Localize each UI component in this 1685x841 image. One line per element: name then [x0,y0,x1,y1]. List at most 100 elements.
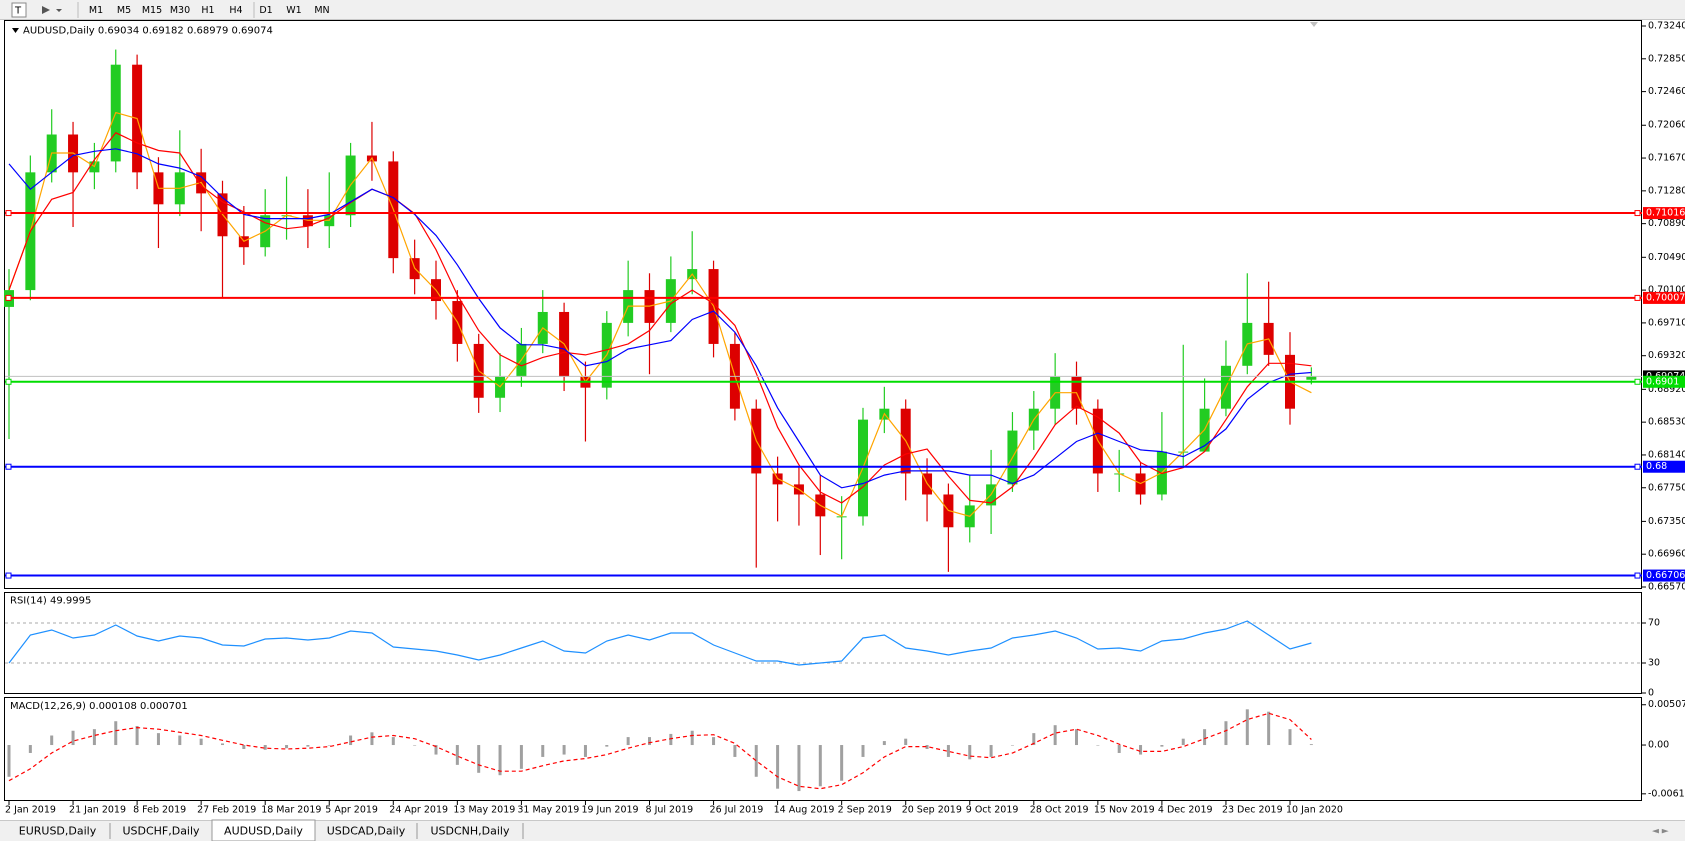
macd-bar [925,745,929,749]
level-price-label: 0.6901 [1646,376,1679,387]
x-tick-label: 31 May 2019 [517,805,579,816]
level-price-label: 0.70007 [1646,292,1685,303]
text-tool-button[interactable] [11,2,27,18]
macd-bar [1117,745,1121,753]
macd-bar [690,730,694,746]
x-tick-label: 2 Jan 2019 [5,805,56,816]
level-handle[interactable] [5,210,12,217]
y-tick-label: 0.72460 [1648,86,1685,97]
macd-bar [434,745,438,755]
timeframe-button[interactable]: M5 [117,5,131,16]
macd-bar [733,745,737,757]
macd-bar [1053,725,1057,746]
macd-bar [904,738,908,746]
level-price-label: 0.68 [1646,461,1667,472]
level-handle[interactable] [1634,378,1641,385]
macd-panel [4,697,1642,801]
macd-bar [498,745,502,776]
macd-bar [648,737,651,746]
macd-bar [968,745,972,760]
y-tick-label: 0.69710 [1648,317,1685,328]
level-price-tag [1643,207,1685,220]
y-tick-label: 0.005076 [1648,699,1685,710]
y-tick-label: 0.71670 [1648,153,1685,164]
macd-bar [1075,729,1078,746]
macd-bar [1181,738,1185,746]
y-tick-label: 0.69320 [1648,350,1685,361]
level-handle[interactable] [5,294,12,301]
macd-bar [626,737,630,746]
macd-bar [541,745,545,757]
macd-bar [1032,733,1036,746]
timeframe-button[interactable]: MN [314,5,329,16]
macd-bar [92,729,96,746]
macd-bar [861,745,865,757]
macd-bar [413,745,417,746]
symbol-tab[interactable]: USDCNH,Daily [430,825,510,838]
timeframe-button[interactable]: H4 [229,5,242,16]
level-price-tag [1643,291,1685,304]
x-tick-label: 27 Feb 2019 [197,805,256,816]
y-tick-label: 0.68530 [1648,417,1685,428]
toolbar [0,0,1685,20]
timeframe-button[interactable]: M30 [170,5,190,16]
symbol-tab[interactable]: EURUSD,Daily [19,825,97,838]
rsi-panel [4,592,1642,694]
macd-bar [519,745,523,769]
rsi-title: RSI(14) 49.9995 [10,596,91,607]
level-handle[interactable] [1634,210,1641,217]
title-arrow [12,28,19,33]
scroll-arrows[interactable]: ◄ ► [1652,827,1669,837]
macd-bar [114,721,118,746]
symbol-tab[interactable]: USDCAD,Daily [327,825,406,838]
macd-bar [178,735,182,746]
macd-bar [1139,745,1143,755]
y-tick-label: 70 [1648,618,1660,629]
y-tick-label: 0.70100 [1648,285,1685,296]
timeframe-button[interactable]: M1 [89,5,103,16]
macd-bar [818,745,822,787]
x-tick-label: 2 Sep 2019 [838,805,892,816]
symbol-tab[interactable]: AUDUSD,Daily [224,825,303,838]
macd-bar [285,745,289,749]
level-handle[interactable] [1634,463,1641,470]
macd-bar [7,745,11,777]
timeframe-button[interactable]: D1 [259,5,272,16]
text-tool-icon: T [14,6,22,17]
timeframe-button[interactable]: H1 [201,5,214,16]
timeframe-button[interactable]: W1 [286,5,301,16]
moving-average [8,132,1312,504]
y-tick-label: 30 [1648,658,1660,669]
candle-body [1306,376,1317,380]
rsi-line [8,620,1312,666]
macd-bar [754,745,758,777]
macd-bar [370,732,374,746]
x-tick-label: 19 Jun 2019 [581,805,638,816]
macd-bar [1267,711,1271,746]
objects-dropdown[interactable] [42,6,62,14]
x-tick-label: 10 Jan 2020 [1286,805,1343,816]
level-handle[interactable] [5,463,12,470]
macd-bar [306,745,310,747]
level-handle[interactable] [1634,294,1641,301]
macd-bar [605,745,609,747]
timeframe-button[interactable]: M15 [142,5,162,16]
moving-average [8,111,1312,518]
y-tick-label: 0.67750 [1648,482,1685,493]
x-tick-label: 8 Jul 2019 [646,805,694,816]
level-handle[interactable] [5,572,12,579]
level-price-tag [1643,460,1685,473]
symbol-tab[interactable]: USDCHF,Daily [122,825,200,838]
x-tick-label: 24 Apr 2019 [389,805,448,816]
level-price-label: 0.66706 [1646,570,1685,581]
x-tick-label: 8 Feb 2019 [133,805,186,816]
level-handle[interactable] [1634,572,1641,579]
y-tick-label: -0.006148 [1648,788,1685,799]
y-tick-label: 0.71280 [1648,185,1685,196]
macd-bar [712,737,716,746]
x-tick-label: 13 May 2019 [453,805,515,816]
y-tick-label: 0.72850 [1648,53,1685,64]
level-handle[interactable] [5,378,12,385]
level-price-label: 0.71016 [1646,208,1685,219]
